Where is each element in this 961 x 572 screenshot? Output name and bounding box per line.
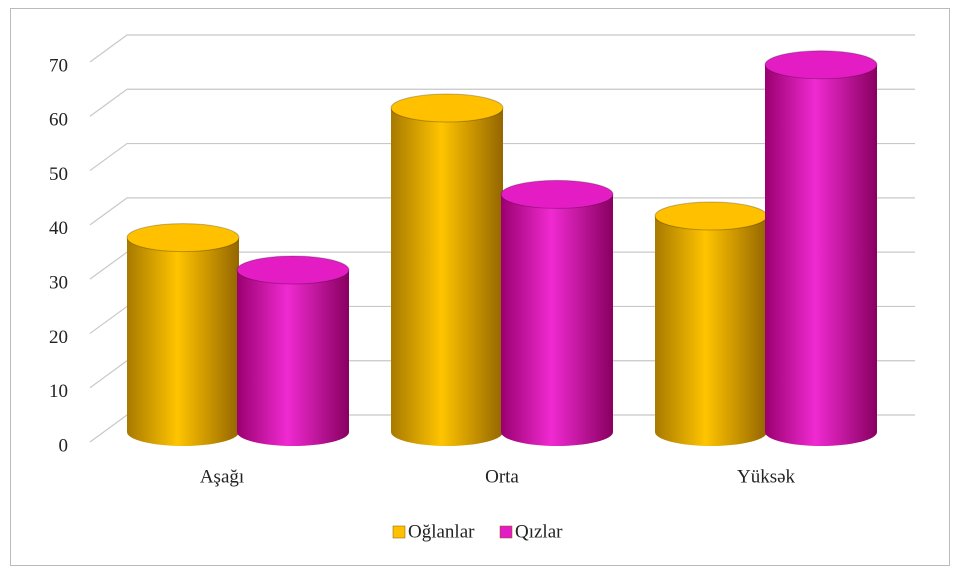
bar-top xyxy=(126,223,240,253)
y-tick-label: 30 xyxy=(49,273,68,294)
y-tick-label: 20 xyxy=(49,327,68,348)
bar-top xyxy=(654,201,768,231)
grid-line xyxy=(89,34,915,63)
y-tick-label: 70 xyxy=(49,55,68,76)
y-tick-label: 40 xyxy=(49,218,68,239)
grid-line xyxy=(89,88,915,117)
y-tick-label: 60 xyxy=(49,110,68,131)
bar-top xyxy=(236,255,350,285)
legend-swatch xyxy=(392,525,406,539)
x-tick-label: Aşağı xyxy=(200,466,244,487)
bar-top xyxy=(390,93,504,123)
bar-top xyxy=(500,179,614,209)
bar xyxy=(391,108,503,446)
x-tick-label: Orta xyxy=(485,466,519,487)
grid-line xyxy=(89,197,915,226)
bar-top xyxy=(764,50,878,80)
legend-label: Qızlar xyxy=(515,521,563,542)
y-tick-label: 50 xyxy=(49,164,68,185)
y-tick-label: 10 xyxy=(49,381,68,402)
y-tick-label: 0 xyxy=(59,435,69,456)
bar xyxy=(655,216,767,446)
bar xyxy=(127,237,239,446)
legend-swatch xyxy=(499,525,513,539)
bar xyxy=(237,270,349,446)
bar xyxy=(765,64,877,447)
x-tick-label: Yüksək xyxy=(737,466,796,487)
grid-line xyxy=(89,142,915,172)
legend-label: Oğlanlar xyxy=(408,521,475,542)
bar xyxy=(501,194,613,446)
